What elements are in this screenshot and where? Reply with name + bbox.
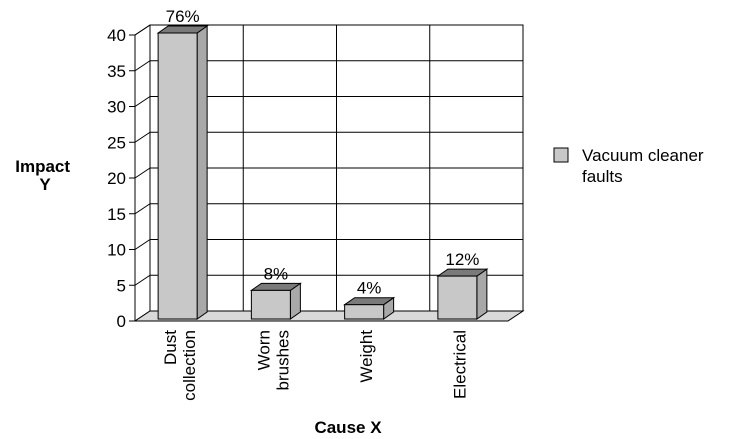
bar-data-label: 76% [166, 7, 200, 26]
side-gridline [134, 96, 151, 107]
bar-front [437, 275, 478, 320]
x-axis-categories: Dust collection Worn brushes Weight Electrica… [161, 330, 469, 401]
y-tick-label: 30 [107, 98, 126, 117]
category-label-line: Worn [254, 330, 273, 370]
side-gridline [134, 203, 151, 215]
floor-plane [133, 310, 525, 322]
side-gridline [134, 239, 151, 250]
y-axis-title: Impact Y [15, 157, 75, 194]
y-tick-label: 15 [107, 205, 126, 224]
y-tick-label: 20 [107, 169, 126, 188]
y-axis-title-line-2: Y [39, 175, 51, 194]
legend-swatch [553, 147, 569, 163]
side-gridline [134, 274, 151, 286]
bar-side [196, 25, 208, 320]
y-tick-label: 35 [107, 62, 126, 81]
legend-label-line-2: faults [582, 167, 623, 186]
bar-front [344, 304, 385, 320]
chart-bars: 76% 8% 4% 12% [156, 7, 489, 320]
legend-label-line-1: Vacuum cleaner [582, 146, 704, 165]
bar: 4% [343, 279, 396, 320]
chart-floor [133, 310, 525, 322]
bar: 8% [249, 264, 302, 320]
side-gridline [134, 167, 151, 179]
category-label-line: Dust [161, 330, 180, 365]
y-tick-label: 10 [107, 241, 126, 260]
y-tick-label: 0 [117, 312, 126, 331]
category-label: Worn brushes [254, 330, 292, 390]
chart-grid [134, 24, 524, 322]
bar: 12% [436, 250, 489, 320]
bar-data-label: 12% [445, 250, 479, 269]
bar-data-label: 4% [357, 279, 382, 298]
category-label: Dust collection [161, 330, 199, 401]
bar-side [476, 268, 488, 320]
category-label-line: Electrical [450, 330, 469, 399]
x-axis-title: Cause X [314, 418, 382, 437]
category-label-line: collection [180, 330, 199, 401]
category-label-line: Weight [357, 330, 376, 383]
category-label-line: brushes [273, 330, 292, 390]
y-tick-label: 40 [107, 26, 126, 45]
y-tick-label: 25 [107, 133, 126, 152]
bar-front [250, 289, 291, 320]
y-axis-ticks: 0 5 10 15 20 25 30 35 40 [107, 26, 136, 331]
bar-front [157, 32, 198, 320]
y-axis-title-line-1: Impact [15, 157, 70, 176]
bar-data-label: 8% [264, 264, 289, 283]
legend-label: Vacuum cleaner faults [582, 146, 708, 186]
legend: Vacuum cleaner faults [553, 146, 708, 186]
y-tick-label: 5 [117, 276, 126, 295]
bar: 76% [156, 7, 209, 320]
side-wall-top [134, 24, 151, 36]
category-label: Weight [357, 330, 376, 383]
side-gridline [134, 60, 151, 72]
side-gridline [134, 131, 151, 143]
category-label: Electrical [450, 330, 469, 399]
